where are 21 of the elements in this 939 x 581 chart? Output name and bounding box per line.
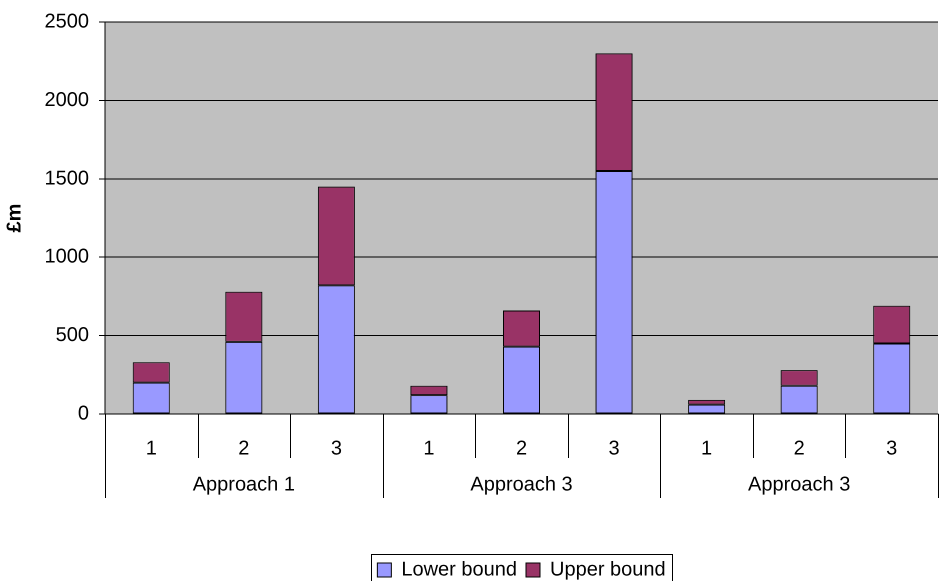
text: Approach 3 <box>748 474 850 496</box>
x-tick-label: 2 <box>516 438 528 460</box>
y-tick-label: 1500 <box>44 167 89 190</box>
x-tick-label: 3 <box>886 438 898 460</box>
x-tick-label: 1 <box>701 438 712 460</box>
text: Approach 3 <box>470 474 573 496</box>
x-tick-label: 3 <box>608 438 620 460</box>
x-tick-label: 1 <box>146 438 157 460</box>
legend-label: Lower bound <box>401 558 518 581</box>
x-tick-label: 1 <box>423 438 435 460</box>
x-tick-label: 2 <box>238 438 250 460</box>
y-tick-label: 2000 <box>44 88 89 111</box>
y-tick-label: 1000 <box>44 246 89 268</box>
x-tick-label: 3 <box>330 438 342 460</box>
y-tick-label: 2500 <box>44 10 89 33</box>
y-tick-label: 0 <box>78 402 89 425</box>
y-tick-label: 500 <box>56 324 89 346</box>
legend-label: Upper bound <box>550 558 666 581</box>
y-axis-title: £m <box>4 204 26 232</box>
x-tick-label: 2 <box>794 438 805 460</box>
text: Approach 1 <box>192 474 295 496</box>
